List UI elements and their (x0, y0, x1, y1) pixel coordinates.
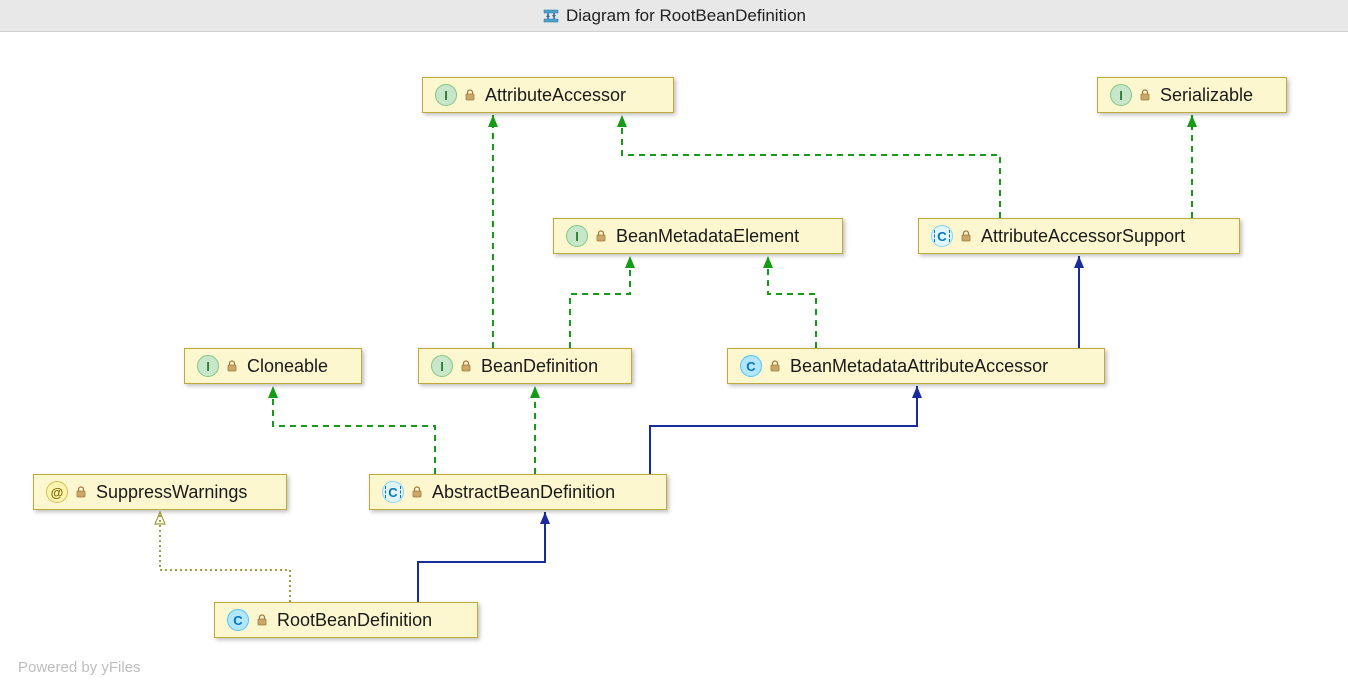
lock-icon (463, 88, 477, 102)
node-label: AbstractBeanDefinition (432, 482, 615, 503)
node-beanDef[interactable]: I BeanDefinition (418, 348, 632, 384)
lock-icon (768, 359, 782, 373)
type-badge-i: I (1110, 84, 1132, 106)
type-badge-c: C (227, 609, 249, 631)
lock-icon (1138, 88, 1152, 102)
lock-icon (255, 613, 269, 627)
title-bar: Diagram for RootBeanDefinition (0, 0, 1348, 32)
edge-beanMetaAttrAcc-beanMetaElem (768, 256, 816, 348)
type-badge-ca: C (931, 225, 953, 247)
type-badge-i: I (431, 355, 453, 377)
lock-icon (410, 485, 424, 499)
node-attrAccSupport[interactable]: C AttributeAccessorSupport (918, 218, 1240, 254)
lock-icon (959, 229, 973, 243)
node-label: BeanMetadataAttributeAccessor (790, 356, 1048, 377)
type-badge-ca: C (382, 481, 404, 503)
edge-rootBeanDef-suppressWarn (160, 512, 290, 602)
lock-icon (594, 229, 608, 243)
edge-beanDef-beanMetaElem (570, 256, 630, 348)
node-cloneable[interactable]: I Cloneable (184, 348, 362, 384)
node-rootBeanDef[interactable]: C RootBeanDefinition (214, 602, 478, 638)
diagram-canvas[interactable]: I AttributeAccessor I Serializable I BeanMeta… (0, 32, 1348, 684)
node-label: Serializable (1160, 85, 1253, 106)
node-label: AttributeAccessor (485, 85, 626, 106)
edge-rootBeanDef-absBeanDef (418, 512, 545, 602)
type-badge-c: C (740, 355, 762, 377)
type-badge-i: I (197, 355, 219, 377)
node-absBeanDef[interactable]: C AbstractBeanDefinition (369, 474, 667, 510)
edge-attrAccSupport-attrAccessor (622, 115, 1000, 218)
type-badge-i: I (435, 84, 457, 106)
lock-icon (74, 485, 88, 499)
node-beanMetaAttrAcc[interactable]: C BeanMetadataAttributeAccessor (727, 348, 1105, 384)
edge-absBeanDef-beanMetaAttrAcc (650, 386, 917, 474)
node-label: BeanMetadataElement (616, 226, 799, 247)
node-label: Cloneable (247, 356, 328, 377)
lock-icon (225, 359, 239, 373)
node-label: RootBeanDefinition (277, 610, 432, 631)
node-serializable[interactable]: I Serializable (1097, 77, 1287, 113)
title-text: Diagram for RootBeanDefinition (566, 6, 806, 26)
node-label: AttributeAccessorSupport (981, 226, 1185, 247)
node-attrAccessor[interactable]: I AttributeAccessor (422, 77, 674, 113)
node-label: SuppressWarnings (96, 482, 247, 503)
diagram-icon (542, 7, 560, 25)
type-badge-at: @ (46, 481, 68, 503)
node-label: BeanDefinition (481, 356, 598, 377)
node-beanMetaElem[interactable]: I BeanMetadataElement (553, 218, 843, 254)
footer-credit: Powered by yFiles (18, 659, 141, 676)
type-badge-i: I (566, 225, 588, 247)
lock-icon (459, 359, 473, 373)
node-suppressWarn[interactable]: @ SuppressWarnings (33, 474, 287, 510)
edge-absBeanDef-cloneable (273, 386, 435, 474)
